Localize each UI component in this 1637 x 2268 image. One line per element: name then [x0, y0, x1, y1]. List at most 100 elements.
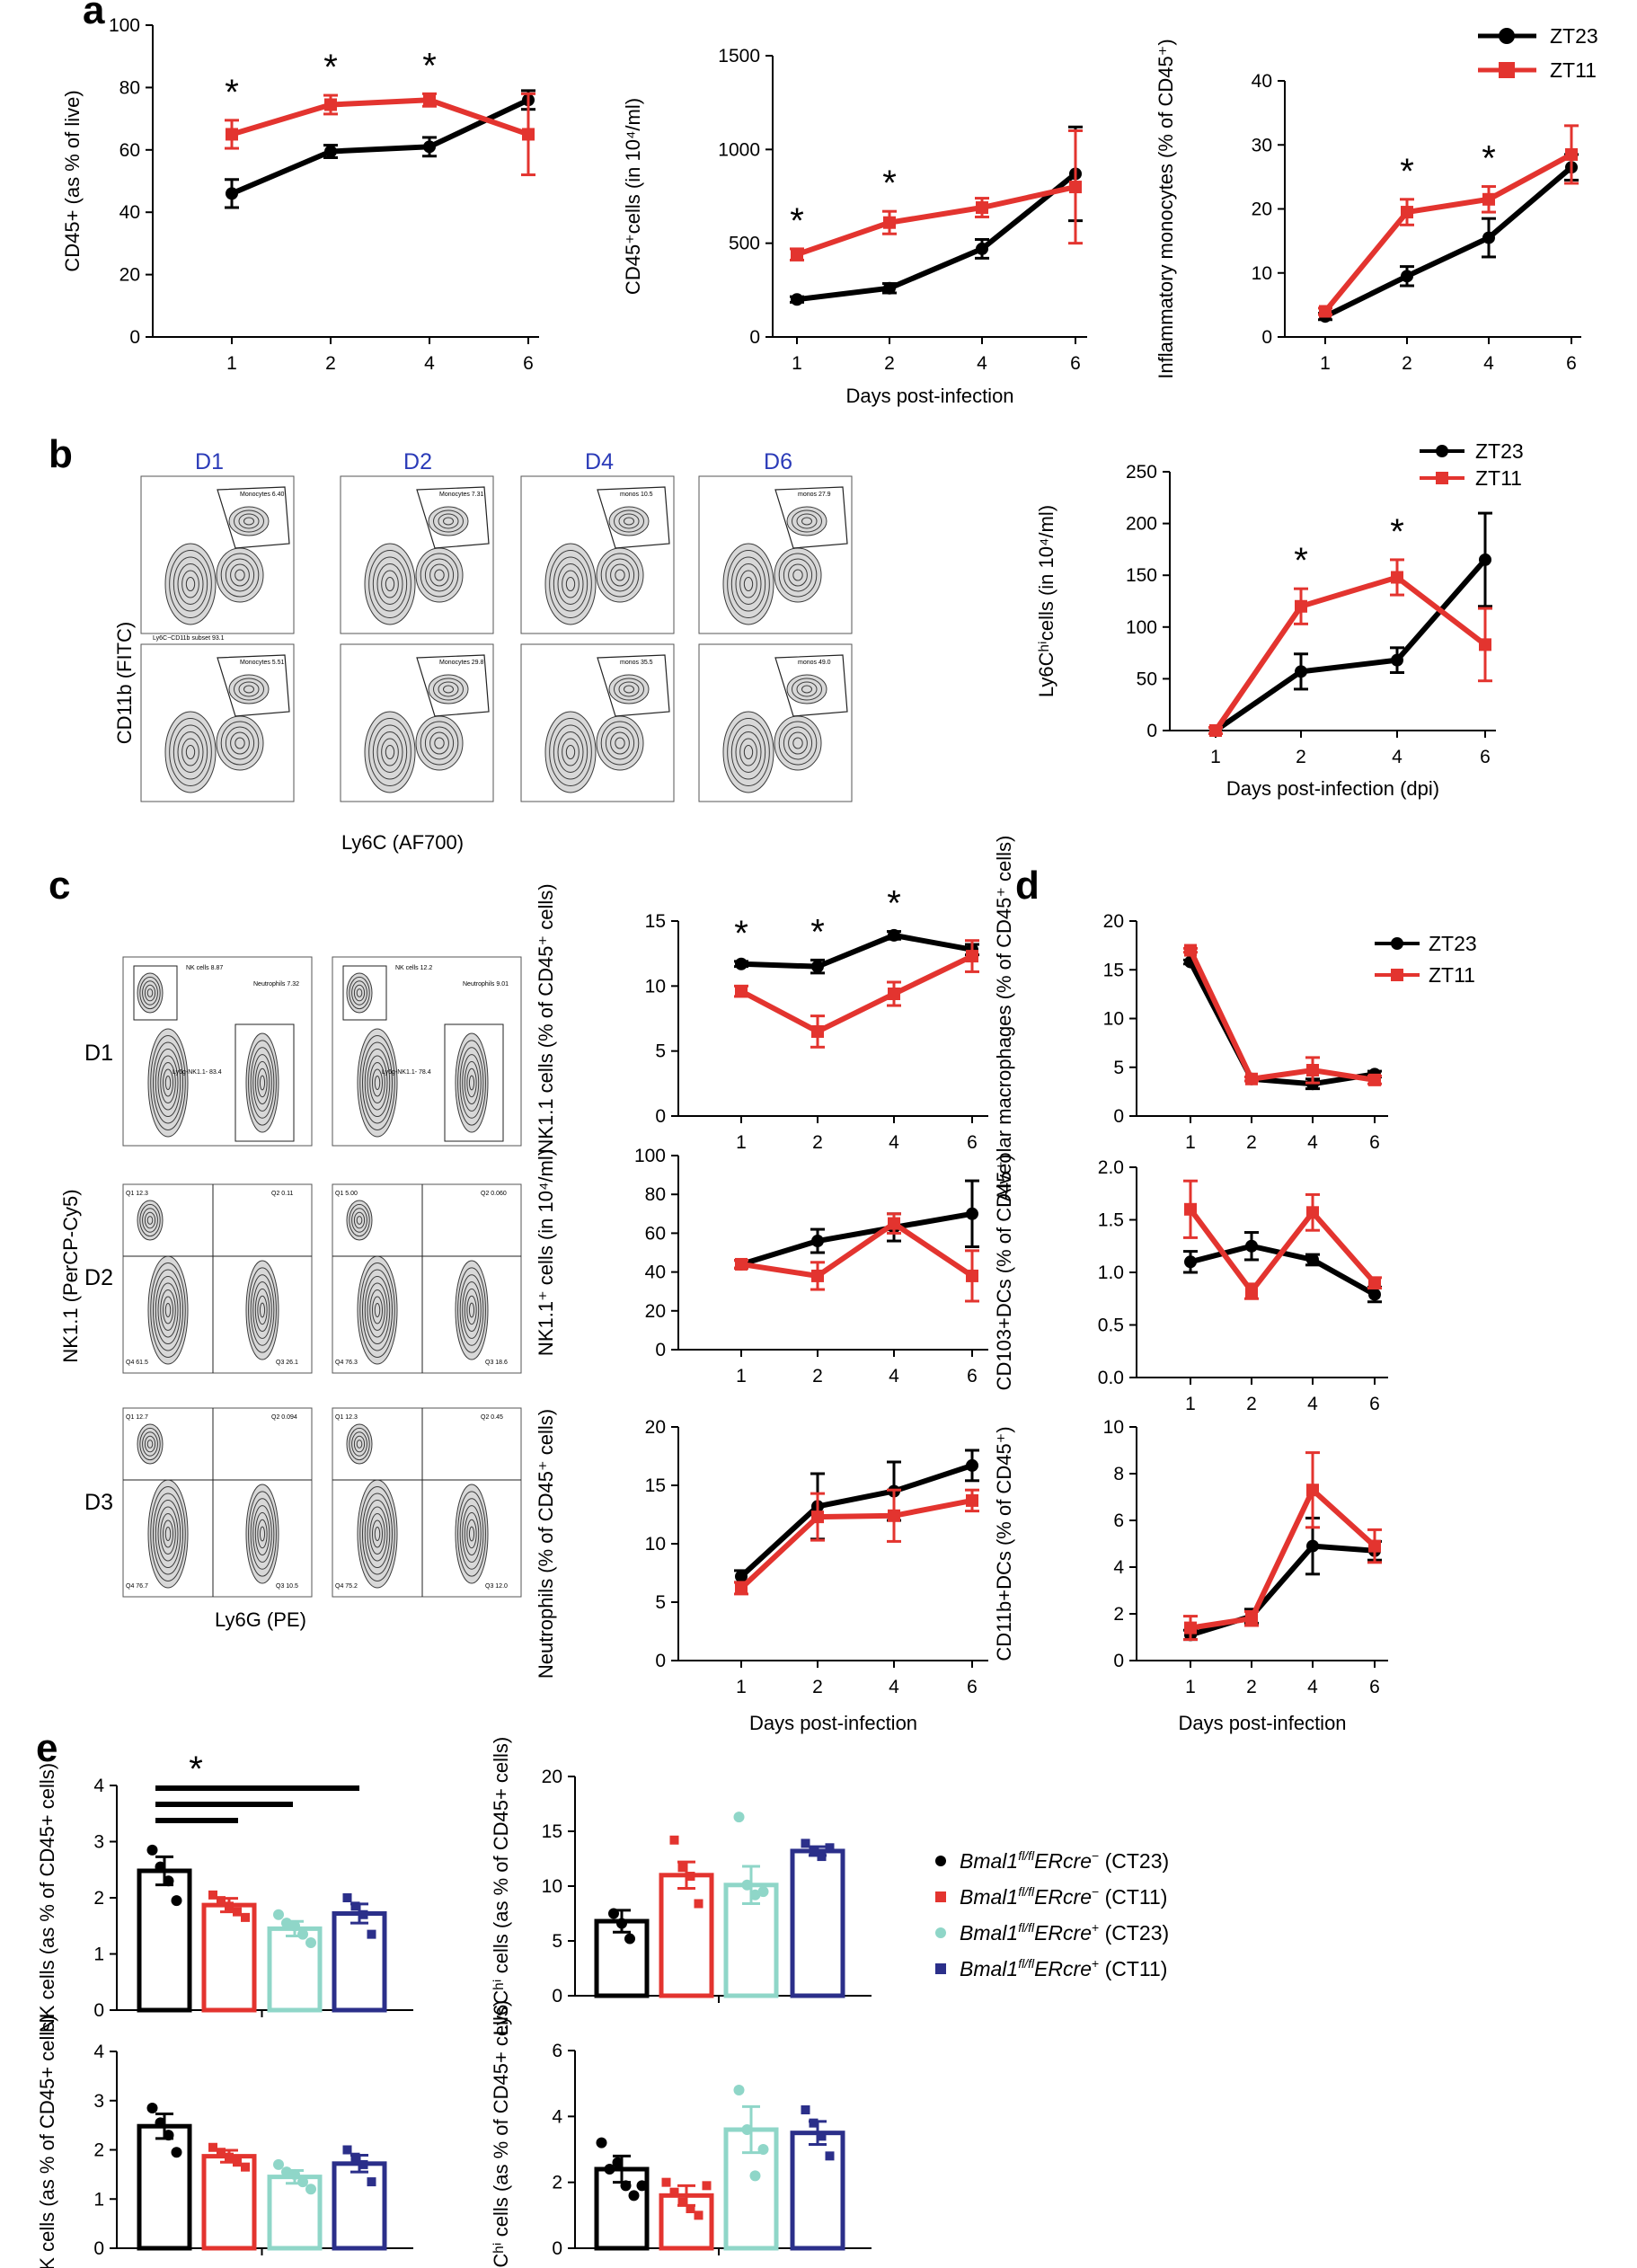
contour-line [615, 569, 625, 581]
y-axis-label: CD11b+DCs (% of CD45⁺) [993, 1426, 1015, 1661]
significance-star: * [1400, 152, 1414, 191]
contour-line [549, 550, 592, 618]
y-tick-label: 2 [1113, 1604, 1124, 1625]
contour-population [216, 715, 264, 771]
contour-line [173, 556, 208, 612]
bar-group [790, 2105, 845, 2251]
contour-line [177, 563, 204, 605]
data-point [1368, 1539, 1381, 1553]
data-point [305, 1937, 316, 1948]
contour-line [364, 1049, 391, 1117]
x-tick-label: 4 [1483, 353, 1494, 374]
gate [416, 654, 490, 717]
data-point [733, 2085, 745, 2095]
contour-line [374, 1076, 381, 1090]
contour-line [610, 731, 630, 755]
gate-label: Q3 12.0 [485, 1583, 508, 1590]
chart-e3: 0 1 2 3 4 NK cells (as % of CD45+ cells) [36, 2015, 413, 2268]
contour-line [220, 721, 260, 766]
contour-line [243, 517, 254, 526]
data-point [888, 928, 900, 942]
data-point [226, 128, 238, 141]
legend-b-zt23: ZT23 [1475, 439, 1524, 463]
contour-line [600, 553, 640, 598]
contour-line [362, 1269, 393, 1351]
contour-population [164, 711, 217, 793]
contour-line [549, 718, 592, 786]
contour-line [424, 726, 455, 760]
contour-line [230, 731, 250, 755]
flow-c-xlabel: Ly6G (PE) [215, 1608, 306, 1631]
y-tick-label: 0 [93, 2238, 104, 2259]
gate [133, 965, 178, 1021]
data-point [976, 201, 988, 215]
contour-line [368, 718, 411, 786]
gate [217, 486, 290, 549]
y-tick-label: 10 [1252, 263, 1272, 284]
y-tick-label: 3 [93, 1832, 104, 1853]
gate-label: Q4 76.7 [126, 1583, 148, 1590]
contour-line [144, 1435, 156, 1453]
contour-population [774, 547, 822, 603]
contour-line [163, 1296, 173, 1324]
data-point [694, 2210, 703, 2220]
contour-line [600, 721, 640, 766]
data-point [791, 248, 803, 261]
contour-line [252, 1505, 272, 1563]
x-tick-label: 6 [1480, 747, 1491, 767]
legend-b-zt11: ZT11 [1475, 466, 1522, 490]
contour-line [351, 980, 367, 1006]
flow-c-day-1: D2 [84, 1265, 113, 1290]
data-point [163, 2130, 174, 2141]
chart-e4: 0 2 4 6 Ly6Cʰⁱ cells (as % of CD45+ cells) [490, 2000, 872, 2268]
data-point [801, 1838, 810, 1848]
series-line [740, 932, 973, 970]
contour-population [147, 1255, 189, 1365]
data-point [208, 1890, 217, 1900]
contour-line [234, 678, 264, 701]
significance-star: * [1294, 541, 1308, 580]
legend-e: Bmal1fl/flERcre− (CT23) Bmal1fl/flERcre−… [935, 1848, 1169, 1980]
contour-population [164, 543, 217, 625]
contour-line [415, 547, 464, 603]
contour-line [727, 718, 770, 786]
series-ZT11 [1183, 1451, 1382, 1642]
bar-group [659, 1835, 714, 1998]
contour-line [250, 1274, 275, 1346]
y-tick-label: 20 [645, 1301, 666, 1322]
gate [597, 654, 670, 717]
contour-line [553, 556, 588, 612]
x-tick-label: 6 [1566, 353, 1577, 374]
y-tick-label: 2 [93, 2140, 104, 2161]
gate-label: Monocytes 7.31 [439, 492, 484, 498]
contour-line [372, 1296, 383, 1324]
y-tick-label: 150 [1126, 565, 1157, 586]
significance-star: * [323, 48, 338, 87]
y-tick-label: 20 [645, 1417, 666, 1438]
series-ZT11 [1318, 124, 1579, 318]
data-point [1295, 665, 1307, 678]
contour-line [250, 1047, 275, 1119]
contour-line [157, 1282, 179, 1338]
flow-panel-b: D1 D2 D4 D6 CD11b (FITC) Ly6C (AF700) [113, 449, 792, 854]
gate-label: Q4 75.2 [335, 1583, 358, 1590]
legend-zt-top: ZT23 ZT11 [1478, 24, 1598, 82]
bar-group [137, 1844, 192, 2013]
flow-panel-c: D1 D2 D3 NK1.1 (PerCP-Cy5) Ly6G (PE) [59, 1041, 306, 1631]
data-point [825, 2151, 835, 2161]
contour-line [792, 569, 803, 581]
y-tick-label: 1000 [718, 139, 760, 160]
series-line [1188, 1208, 1377, 1297]
y-axis-label: NK cells (as % of CD45+ cells) [36, 1763, 58, 2033]
x-tick-label: 1 [736, 1366, 747, 1386]
contour-line [137, 1200, 164, 1241]
data-point [171, 2147, 182, 2158]
plot-frame [698, 643, 853, 802]
x-tick-label: 4 [889, 1677, 899, 1697]
data-point [741, 1879, 753, 1891]
contour-line [254, 1511, 270, 1556]
contour-population [228, 674, 270, 704]
data-point [1391, 571, 1403, 584]
x-tick-label: 2 [1296, 747, 1306, 767]
data-point [281, 2166, 292, 2178]
